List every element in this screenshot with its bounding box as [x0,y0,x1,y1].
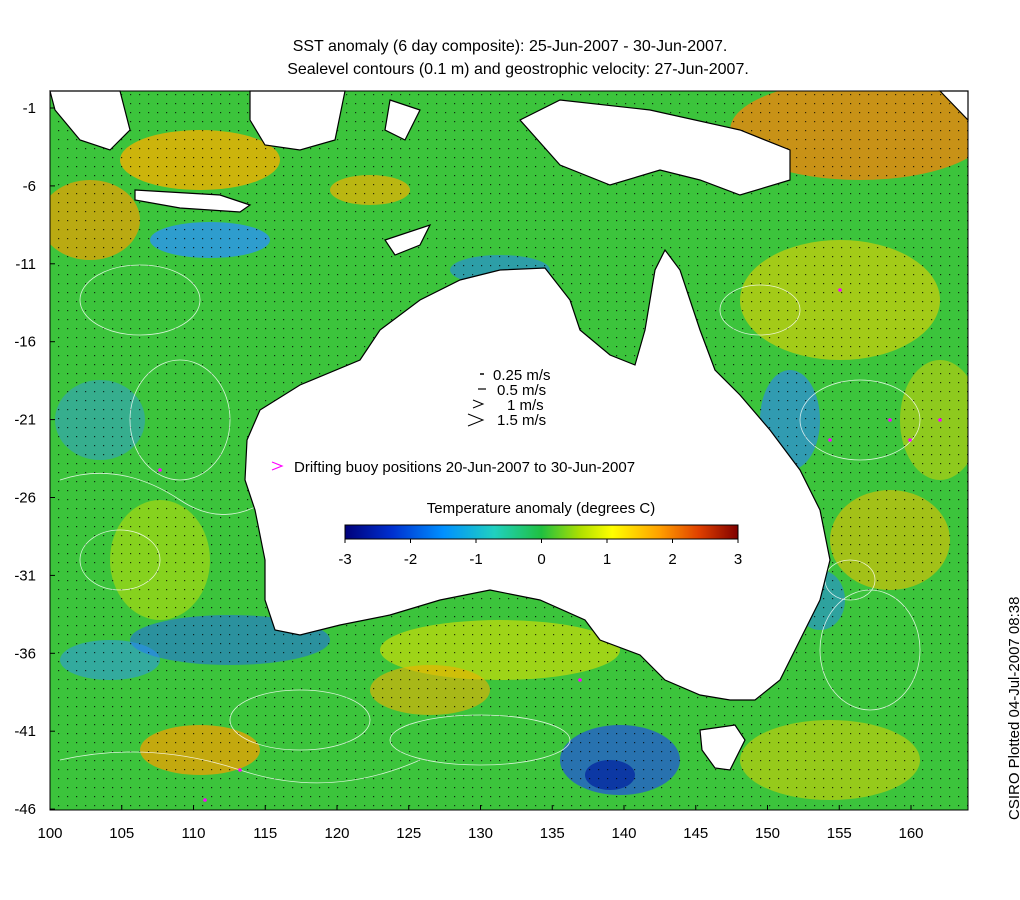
legend-label-025: 0.25 m/s [493,367,551,384]
y-tick-label: -26 [14,490,36,507]
buoy-legend: Drifting buoy positions 20-Jun-2007 to 3… [271,459,635,476]
colorbar-title: Temperature anomaly (degrees C) [427,500,655,517]
y-tick-label: -16 [14,334,36,351]
x-tick-label: 145 [683,825,708,842]
colorbar-tick-label: 0 [537,551,545,568]
x-tick-label: 130 [468,825,493,842]
chart-title-line2: Sealevel contours (0.1 m) and geostrophi… [287,61,749,78]
colorbar-tick-label: 3 [734,551,742,568]
colorbar-tick-label: -3 [338,551,351,568]
land-masses [49,90,969,771]
legend-arrow-1 [472,399,485,409]
credit-label: CSIRO Plotted 04-Jul-2007 08:38 [1006,596,1020,820]
x-tick-label: 140 [611,825,636,842]
colorbar-tick-label: -1 [469,551,482,568]
y-tick-label: -21 [14,412,36,429]
y-tick-label: -6 [23,178,36,195]
y-tick-label: -31 [14,567,36,584]
legend-arrow-15 [467,413,485,427]
y-tick-label: -41 [14,723,36,740]
x-tick-label: 135 [540,825,565,842]
colorbar: Temperature anomaly (degrees C) -3 -2 -1 0 1… [338,500,742,568]
x-tick-label: 120 [324,825,349,842]
map-frame [49,90,969,811]
legend-label-15: 1.5 m/s [497,412,546,429]
x-tick-label: 115 [253,825,277,842]
y-tick-label: -11 [15,256,36,273]
colorbar-tick-label: -2 [404,551,417,568]
colorbar-gradient [344,524,739,540]
buoy-legend-label: Drifting buoy positions 20-Jun-2007 to 3… [294,459,635,476]
x-tick-label: 160 [898,825,923,842]
colorbar-tick-label: 2 [668,551,676,568]
x-tick-label: 150 [755,825,780,842]
x-tick-label: 155 [827,825,852,842]
legend-label-05: 0.5 m/s [497,382,546,399]
y-tick-label: -46 [14,801,36,818]
colorbar-tick-label: 1 [603,551,611,568]
x-tick-label: 105 [109,825,134,842]
x-axis: 100 105 110 115 120 125 130 135 140 145 150 155 160 [37,805,924,842]
x-tick-label: 125 [396,825,421,842]
y-tick-label: -1 [23,100,36,117]
legend-label-1: 1 m/s [507,397,544,414]
velocity-legend: 0.25 m/s 0.5 m/s 1 m/s 1.5 m/s [467,367,551,429]
x-tick-label: 100 [37,825,62,842]
x-tick-label: 110 [182,825,206,842]
y-axis: -1 -6 -11 -16 -21 -26 -31 -36 -41 -46 [14,100,55,818]
y-tick-label: -36 [14,645,36,662]
buoy-marker-icon [271,461,284,471]
chart-title-line1: SST anomaly (6 day composite): 25-Jun-20… [292,38,728,55]
